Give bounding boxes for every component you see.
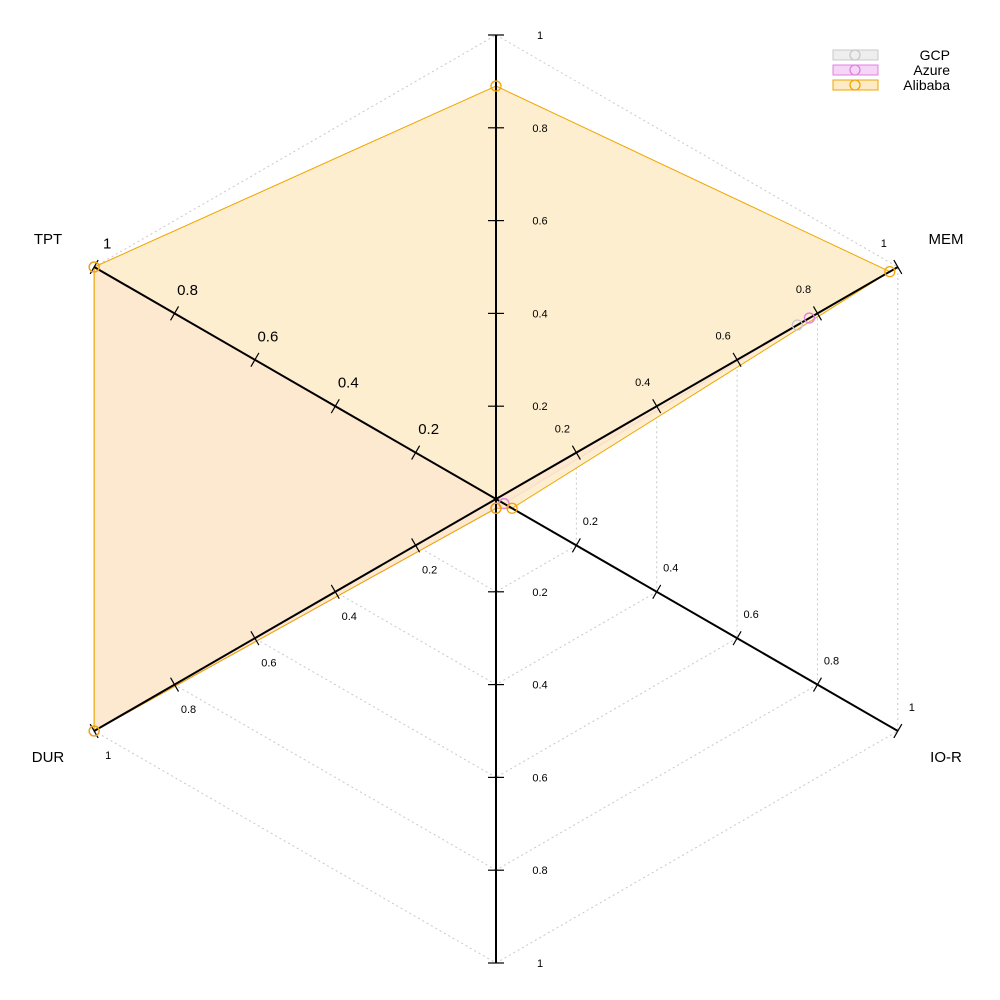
data-point-gcp [791, 319, 804, 331]
tick-label: 0.8 [532, 865, 547, 877]
tick-label: 1 [537, 958, 543, 970]
tick-label: 0.8 [796, 284, 811, 296]
axis-label-mem: MEM [929, 231, 964, 248]
axis-tick [732, 630, 742, 646]
axis-tick [330, 584, 340, 600]
axis-tick [250, 630, 260, 646]
tick-label: 0.2 [583, 516, 598, 528]
tick-label: 0.4 [338, 375, 359, 392]
tick-label: 0.8 [824, 655, 839, 667]
axis-tick [652, 584, 662, 600]
legend-label: Azure [913, 62, 950, 78]
grid-ring-segment [495, 591, 657, 686]
series-markers [88, 80, 896, 737]
axis-tick [893, 259, 903, 275]
legend-swatch [832, 64, 879, 76]
tick-label: 0.8 [181, 704, 196, 716]
legend-swatch [832, 79, 879, 91]
axis-line [93, 266, 497, 500]
tick-label: 0.6 [257, 328, 278, 345]
grid-ring-segment [495, 637, 738, 778]
tick-label: 0.8 [177, 282, 198, 299]
axis-tick [893, 723, 903, 739]
axis-label-io-r: IO-R [930, 749, 962, 766]
tick-label: 1 [881, 238, 887, 250]
tick-label: 0.6 [715, 331, 730, 343]
tick-labels: 0.2 0.4 0.6 0.8 1 0.2 0.4 0.6 0.8 1 0.2 0.4 0.6 0.8 1 0… [103, 30, 915, 970]
grid-ring-segment [254, 637, 497, 778]
series-area-alibaba [93, 85, 891, 732]
grid-ring-segment [495, 544, 577, 593]
legend-marker [849, 79, 861, 91]
grid-ring-segment [174, 684, 497, 871]
tick-label: 0.4 [635, 377, 650, 389]
axis-tick [812, 306, 822, 321]
axis-tick [411, 538, 421, 553]
axis-tick [170, 677, 180, 692]
axis-tick [250, 352, 260, 368]
data-point-alibaba [490, 502, 502, 514]
legend-swatch [832, 49, 879, 61]
data-point-alibaba [88, 261, 100, 273]
tick-label: 0.4 [342, 611, 357, 623]
axis-tick [732, 352, 742, 368]
tick-label: 1 [103, 235, 111, 252]
legend-marker [849, 64, 861, 76]
axis-lines [89, 34, 903, 964]
axis-label-tpt: TPT [34, 231, 62, 248]
axis-tick [812, 677, 822, 692]
grid-ring-segment [335, 591, 497, 686]
data-point-alibaba [490, 80, 502, 92]
tick-label: 0.4 [532, 308, 547, 320]
tick-label: 1 [105, 750, 111, 762]
tick-label: 0.4 [532, 680, 547, 692]
axis-tick [571, 445, 581, 460]
axis-tick [571, 538, 581, 553]
tick-label: 0.6 [743, 609, 758, 621]
tick-label: 0.6 [532, 216, 547, 228]
series-layer [93, 85, 891, 732]
data-point-alibaba [506, 502, 518, 514]
data-point-azure [803, 312, 816, 324]
legend-marker [849, 49, 861, 61]
grid-ring-segment [495, 684, 818, 871]
axis-line [495, 266, 899, 500]
tick-label: 1 [909, 702, 915, 714]
axis-line [93, 498, 497, 732]
tick-label: 0.2 [532, 587, 547, 599]
axis-tick [170, 306, 180, 321]
legend-label: GCP [920, 47, 950, 63]
grid-ring-segment [415, 544, 497, 593]
tick-label: 1 [537, 30, 543, 42]
axis-tick [330, 398, 340, 414]
tick-label: 0.2 [422, 565, 437, 577]
axis-tick [652, 398, 662, 414]
tick-label: 0.6 [532, 772, 547, 784]
data-point-alibaba [884, 265, 896, 278]
tick-label: 0.2 [532, 401, 547, 413]
data-point-alibaba [88, 725, 100, 737]
axis-labels: MEM IO-R DUR TPT [32, 231, 964, 766]
axis-label-dur: DUR [32, 749, 65, 766]
tick-label: 0.4 [663, 563, 678, 575]
tick-label: 0.8 [532, 123, 547, 135]
axis-tick [411, 445, 421, 460]
tick-label: 0.6 [261, 657, 276, 669]
tick-label: 0.2 [418, 421, 439, 438]
legend-label: Alibaba [903, 77, 950, 93]
tick-label: 0.2 [555, 423, 570, 435]
axis-line [495, 498, 899, 732]
